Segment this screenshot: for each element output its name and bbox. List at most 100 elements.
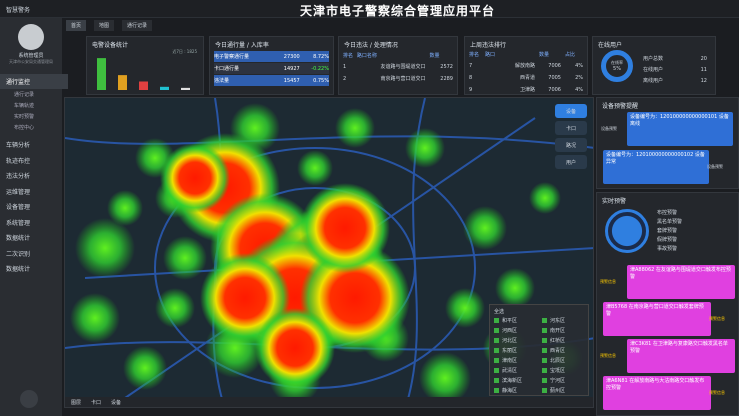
tab[interactable]: 地图 — [94, 20, 115, 31]
header-cell: 排名 — [343, 53, 353, 59]
realtime-item: 事故预警 — [657, 246, 678, 252]
menu-item[interactable]: 数据统计 — [6, 266, 31, 273]
menu-item[interactable]: 车辆分析 — [6, 142, 31, 149]
cell: 2289 — [440, 75, 453, 82]
legend-title[interactable]: 全选 — [494, 309, 505, 315]
map-button[interactable]: 设备 — [555, 104, 587, 118]
district-checkbox[interactable]: 滨海新区 — [494, 377, 523, 384]
cell: 4% — [575, 62, 583, 69]
district-checkbox[interactable]: 东丽区 — [494, 347, 518, 354]
warning-message: 津A88062 在友谊路与围堤道交口触发布控预警 — [627, 265, 735, 299]
cell: 11 — [700, 66, 707, 73]
menu-item[interactable]: 通行记录 — [14, 92, 35, 98]
cell: 南京路与营口道交口 — [380, 76, 426, 82]
district-checkbox[interactable]: 西青区 — [542, 347, 566, 354]
cell: 20 — [700, 55, 707, 62]
heat-blob — [463, 206, 507, 250]
cell: 7006 — [548, 62, 561, 69]
cell: 西青道 — [519, 75, 535, 81]
realtime-item: 套牌预警 — [657, 228, 678, 234]
cell: 7 — [469, 62, 473, 69]
menu-item[interactable]: 布控中心 — [14, 125, 35, 131]
menu-group[interactable]: 通行监控 — [0, 74, 68, 89]
map-button[interactable]: 用户 — [555, 155, 587, 169]
cell: 2% — [575, 74, 583, 81]
violations-panel: 今日违法 / 处理情况 排名 路口名称 数量 1 友谊路与围堤道交口 2572 2 南京路与营口… — [338, 36, 458, 95]
panel-title: 电警设备统计 — [92, 42, 129, 49]
district-checkbox[interactable]: 宁河区 — [542, 377, 566, 384]
heat-blob — [70, 293, 120, 343]
district-checkbox[interactable]: 静海区 — [494, 387, 518, 394]
heat-blob — [445, 288, 485, 328]
district-checkbox[interactable]: 和平区 — [494, 317, 518, 324]
map-button[interactable]: 路况 — [555, 138, 587, 152]
footer-item[interactable]: 设备 — [111, 399, 122, 406]
cell: 27300 — [283, 53, 300, 60]
header-cell: 排名 — [469, 52, 480, 58]
menu-item[interactable]: 数据统计 — [6, 235, 31, 242]
heat-blob — [419, 352, 471, 404]
settings-button[interactable] — [20, 390, 38, 408]
heat-blob — [107, 190, 143, 226]
alert-message: 设备编号为：120100000000000102 设备异常 — [603, 150, 709, 184]
header-cell: 占比 — [565, 52, 576, 58]
cell: 2572 — [440, 63, 453, 70]
tab[interactable]: 首页 — [66, 20, 87, 31]
bar — [118, 75, 127, 90]
online-row: 在线用户 11 — [643, 64, 711, 75]
footer-item[interactable]: 卡口 — [91, 399, 102, 406]
cell: 14927 — [283, 65, 300, 72]
district-checkbox[interactable]: 河北区 — [494, 337, 518, 344]
cell: -0.22% — [311, 65, 329, 72]
table-header: 排名 路口 数量 占比 — [469, 49, 583, 60]
menu-item[interactable]: 运维管理 — [6, 188, 31, 196]
warning-message: 津A6N81 在解放南路与大沽南路交口触发布控预警 — [603, 376, 711, 410]
cell: 用户总数 — [643, 56, 664, 62]
device-stats-panel: 电警设备统计 近7日 : 1825 — [86, 36, 204, 95]
heat-blob — [155, 288, 195, 328]
map[interactable]: 设备 卡口 路况 用户 全选 和平区 河东区 河西区 南开区 河北区 红桥区 东丽区 西青区 津南区 北辰… — [64, 97, 594, 408]
heat-blob — [255, 308, 335, 388]
alert-tag: 设备预警 — [601, 126, 617, 131]
district-checkbox[interactable]: 宝坻区 — [542, 367, 566, 374]
table-row: 7 解放南路 7006 4% — [469, 60, 583, 71]
panel-title: 设备预警提醒 — [602, 103, 639, 110]
cell: 1 — [343, 63, 347, 70]
district-checkbox[interactable]: 蓟州区 — [542, 387, 566, 394]
district-checkbox[interactable]: 河东区 — [542, 317, 566, 324]
heat-blob — [529, 182, 561, 214]
map-buttons: 设备 卡口 路况 用户 — [555, 104, 589, 174]
menu-item[interactable]: 实时预警 — [14, 114, 35, 120]
district-checkbox[interactable]: 武清区 — [494, 367, 518, 374]
menu-item[interactable]: 系统管理 — [6, 219, 31, 227]
cell: 在线用户 — [643, 67, 664, 73]
online-row: 离线用户 12 — [643, 75, 711, 86]
district-checkbox[interactable]: 津南区 — [494, 357, 518, 364]
menu-item[interactable]: 车辆轨迹 — [14, 103, 35, 109]
user-org: 天津市公安局交通管理局 — [9, 59, 53, 64]
bar — [181, 87, 190, 90]
district-checkbox[interactable]: 南开区 — [542, 327, 566, 334]
menu-item[interactable]: 二次识别 — [6, 250, 31, 258]
cell: 15457 — [283, 77, 300, 84]
heat-blob — [75, 218, 135, 278]
app-title: 天津市电子警察综合管理应用平台 — [300, 4, 496, 18]
map-button[interactable]: 卡口 — [555, 121, 587, 135]
district-checkbox[interactable]: 北辰区 — [542, 357, 566, 364]
table-row: 8 西青道 7005 2% — [469, 72, 583, 83]
menu-item[interactable]: 轨迹布控 — [6, 157, 31, 165]
cell: 8.72% — [313, 53, 329, 60]
district-checkbox[interactable]: 河西区 — [494, 327, 518, 334]
district-checkbox[interactable]: 红桥区 — [542, 337, 566, 344]
right-column: 设备预警提醒 设备编号为：120100000000000101 设备离线 设备预警设… — [596, 97, 739, 416]
menu-item[interactable]: 违法分析 — [6, 173, 31, 180]
panel-title: 今日违法 / 处理情况 — [344, 42, 398, 49]
heat-blob — [495, 268, 535, 308]
menu-item[interactable]: 设备管理 — [6, 204, 31, 211]
cell: 违法量 — [214, 78, 230, 84]
map-footer: 图层 卡口 设备 — [65, 397, 593, 407]
footer-item[interactable]: 图层 — [71, 399, 82, 406]
warning-message: 津C3K81 在卫津路与复康路交口触发黑名单预警 — [627, 339, 735, 373]
tab[interactable]: 通行记录 — [122, 20, 153, 31]
